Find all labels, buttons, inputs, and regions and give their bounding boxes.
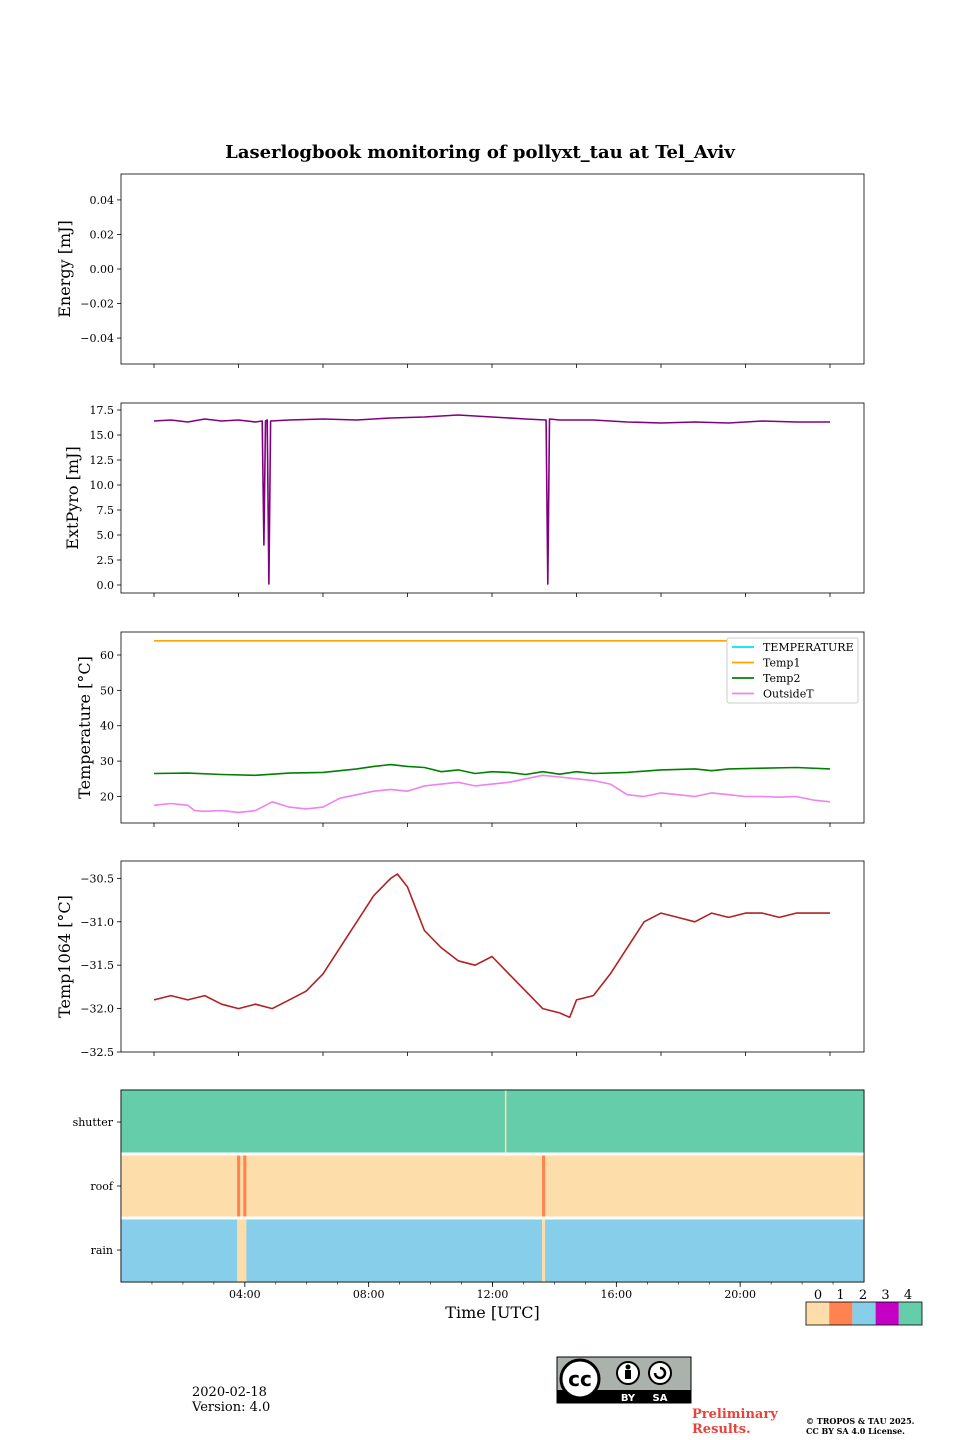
y-tick-label: −31.0 — [80, 916, 114, 929]
energy-panel: 0.04 0.02 0.00 −0.02 −0.04 Energy [mJ] — [55, 173, 865, 368]
x-tick-label: 08:00 — [353, 1288, 385, 1301]
y-tick-label: −30.5 — [80, 872, 114, 885]
y-tick-label: −0.02 — [80, 298, 114, 311]
series-line-0 — [153, 873, 830, 1019]
colorbar-swatch-1 — [829, 1302, 853, 1325]
colorbar-swatch-0 — [806, 1302, 830, 1325]
y-axis-label: ExtPyro [mJ] — [63, 446, 82, 549]
y-tick-label: 7.5 — [97, 504, 115, 517]
y-tick-label: 60 — [100, 649, 114, 662]
preliminary-label-2: Results. — [692, 1422, 751, 1437]
colorbar-label: 1 — [836, 1288, 844, 1303]
y-tick-label: −31.5 — [80, 959, 114, 972]
temperature-panel: 60 50 40 30 20 Temperature [°C] TEMPERATURE Tem… — [75, 631, 865, 827]
y-tick-label: 0.02 — [90, 228, 115, 241]
legend-box — [726, 637, 859, 704]
status-row-roof — [121, 1154, 864, 1218]
y-tick-label: 50 — [100, 684, 114, 697]
y-tick-label: 0.0 — [97, 579, 115, 592]
colorbar-swatch-3 — [875, 1302, 899, 1325]
status-event — [237, 1154, 241, 1218]
status-event — [542, 1154, 546, 1218]
legend-entry: TEMPERATURE — [763, 641, 854, 654]
status-event — [243, 1154, 247, 1218]
y-tick-label: 5.0 — [97, 529, 115, 542]
y-tick-label: 0.04 — [90, 194, 115, 207]
footer-date: 2020-02-18 — [192, 1385, 267, 1400]
y-tick-label: 2.5 — [97, 554, 115, 567]
status-row-rain — [121, 1218, 864, 1282]
extpyro-panel: 17.5 15.0 12.5 10.0 7.5 5.0 2.5 0.0 ExtPyro [mJ] — [63, 402, 865, 597]
cc-logo-text: cc — [568, 1367, 592, 1391]
plot-frame — [120, 173, 865, 365]
y-tick-label: 40 — [100, 720, 114, 733]
status-event — [237, 1218, 247, 1282]
copyright-line-2: CC BY SA 4.0 License. — [806, 1426, 905, 1436]
cc-license-logo: cc BY SA — [556, 1356, 692, 1404]
y-tick-label: 0.00 — [90, 263, 115, 276]
plot-frame — [120, 402, 865, 594]
legend-entry: Temp1 — [763, 657, 800, 670]
x-axis-label: Time [UTC] — [445, 1303, 539, 1322]
row-label-rain: rain — [91, 1244, 113, 1257]
x-tick-label: 20:00 — [724, 1288, 756, 1301]
series-line-temp2 — [153, 763, 831, 777]
colorbar-label: 0 — [814, 1288, 822, 1303]
temp1064-panel: −30.5 −31.0 −31.5 −32.0 −32.5 Temp1064 [°C] — [55, 860, 865, 1059]
cc-by-label: BY — [621, 1393, 636, 1404]
colorbar-frame — [805, 1301, 923, 1326]
y-tick-label: 17.5 — [90, 404, 115, 417]
row-label-roof: roof — [90, 1180, 114, 1193]
preliminary-label-1: Preliminary — [692, 1407, 778, 1422]
status-event — [504, 1090, 507, 1154]
x-tick-label: 04:00 — [229, 1288, 261, 1301]
sa-icon — [648, 1361, 672, 1385]
colorbar-label: 4 — [904, 1288, 912, 1303]
legend-entry: OutsideT — [763, 688, 814, 701]
status-event — [542, 1218, 546, 1282]
status-row-shutter — [121, 1090, 864, 1154]
cc-sa-label: SA — [653, 1393, 668, 1404]
colorbar-label: 3 — [881, 1288, 889, 1303]
y-axis-label: Energy [mJ] — [55, 220, 74, 318]
y-tick-label: 12.5 — [90, 454, 115, 467]
colorbar-swatch-4 — [898, 1302, 922, 1325]
y-tick-label: −32.0 — [80, 1003, 114, 1016]
y-tick-label: 15.0 — [90, 429, 115, 442]
series-line-outsidet — [153, 774, 831, 814]
status-panel: shutter roof rain 04:00 08:00 12:00 16:00 20:00… — [73, 1089, 865, 1322]
y-tick-label: 10.0 — [90, 479, 115, 492]
footer-version: Version: 4.0 — [191, 1400, 270, 1415]
series-line-0 — [153, 414, 830, 585]
y-tick-label: −0.04 — [80, 332, 114, 345]
y-tick-label: 20 — [100, 790, 114, 803]
colorbar-label: 2 — [859, 1288, 867, 1303]
y-tick-label: −32.5 — [80, 1046, 114, 1059]
row-label-shutter: shutter — [73, 1116, 114, 1129]
copyright-line-1: © TROPOS & TAU 2025. — [806, 1416, 915, 1426]
chart-title: Laserlogbook monitoring of pollyxt_tau a… — [225, 142, 735, 163]
x-tick-label: 12:00 — [477, 1288, 509, 1301]
colorbar-swatch-2 — [852, 1302, 876, 1325]
legend-entry: Temp2 — [763, 672, 800, 685]
y-axis-label: Temp1064 [°C] — [55, 895, 74, 1018]
x-tick-label: 16:00 — [600, 1288, 632, 1301]
y-tick-label: 30 — [100, 755, 114, 768]
y-axis-label: Temperature [°C] — [75, 656, 94, 799]
